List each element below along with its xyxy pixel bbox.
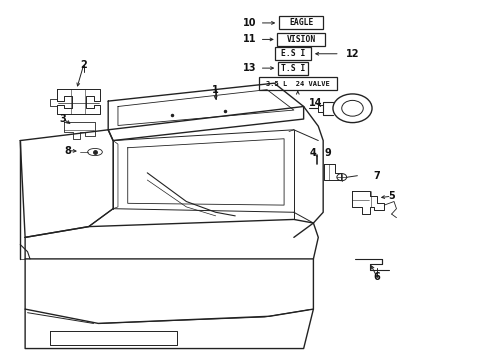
Bar xyxy=(259,77,337,90)
Text: 3: 3 xyxy=(60,114,67,124)
Text: 8: 8 xyxy=(65,145,72,156)
Bar xyxy=(275,47,311,60)
Text: VISION: VISION xyxy=(287,35,316,44)
Text: 7: 7 xyxy=(373,171,380,181)
Text: 9: 9 xyxy=(325,148,331,158)
Text: 6: 6 xyxy=(373,272,380,282)
Bar xyxy=(277,33,325,46)
Text: 2: 2 xyxy=(80,59,87,69)
Bar xyxy=(278,62,308,75)
Text: 13: 13 xyxy=(243,63,257,73)
Text: 11: 11 xyxy=(243,35,257,44)
Text: 14: 14 xyxy=(309,98,322,108)
Text: EAGLE: EAGLE xyxy=(289,18,314,27)
Text: 4: 4 xyxy=(310,148,317,158)
Text: 5: 5 xyxy=(388,191,395,201)
Text: 1: 1 xyxy=(212,85,219,95)
Bar xyxy=(279,16,323,29)
Text: T.S I: T.S I xyxy=(281,64,305,73)
Text: E.S I: E.S I xyxy=(281,49,305,58)
Text: 3.5 L  24 VALVE: 3.5 L 24 VALVE xyxy=(266,81,330,87)
Text: 10: 10 xyxy=(243,18,257,28)
Text: 12: 12 xyxy=(346,49,359,59)
